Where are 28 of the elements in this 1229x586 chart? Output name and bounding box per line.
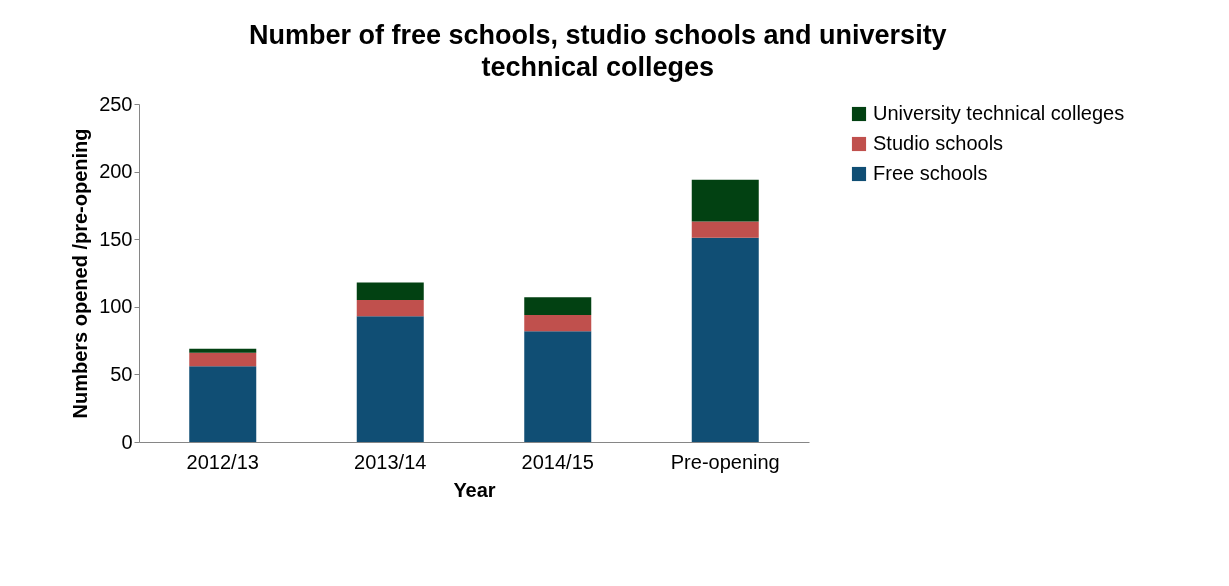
bar (189, 348, 257, 353)
y-tick-label: 250 (99, 92, 133, 115)
bar (189, 352, 257, 367)
bar (356, 316, 424, 442)
chart-title: Number of free schools, studio schools and university technical colleges (249, 20, 947, 82)
y-tick-label: 200 (99, 160, 133, 183)
x-tick-label: Pre-opening (670, 450, 780, 473)
x-tick-label: 2013/14 (354, 450, 427, 473)
legend-label: Free schools (873, 162, 988, 184)
bar (356, 282, 424, 301)
bar (189, 366, 257, 442)
bar (356, 300, 424, 317)
y-tick-label: 100 (99, 295, 133, 318)
bar (524, 331, 592, 442)
bar (691, 237, 759, 442)
bar (524, 297, 592, 315)
x-axis-title: Year (453, 478, 496, 501)
bar (524, 314, 592, 332)
x-tick-label: 2014/15 (521, 450, 594, 473)
bar (691, 179, 759, 222)
y-axis-title: Numbers opened /pre-opening (69, 128, 92, 419)
legend-label: Studio schools (873, 132, 1004, 154)
x-tick-label: 2012/13 (186, 450, 259, 473)
y-tick-label: 150 (99, 227, 133, 250)
legend-label: University technical colleges (873, 102, 1125, 124)
y-tick-label: 50 (110, 362, 133, 385)
y-tick-label: 0 (121, 430, 133, 453)
bar (691, 221, 759, 238)
